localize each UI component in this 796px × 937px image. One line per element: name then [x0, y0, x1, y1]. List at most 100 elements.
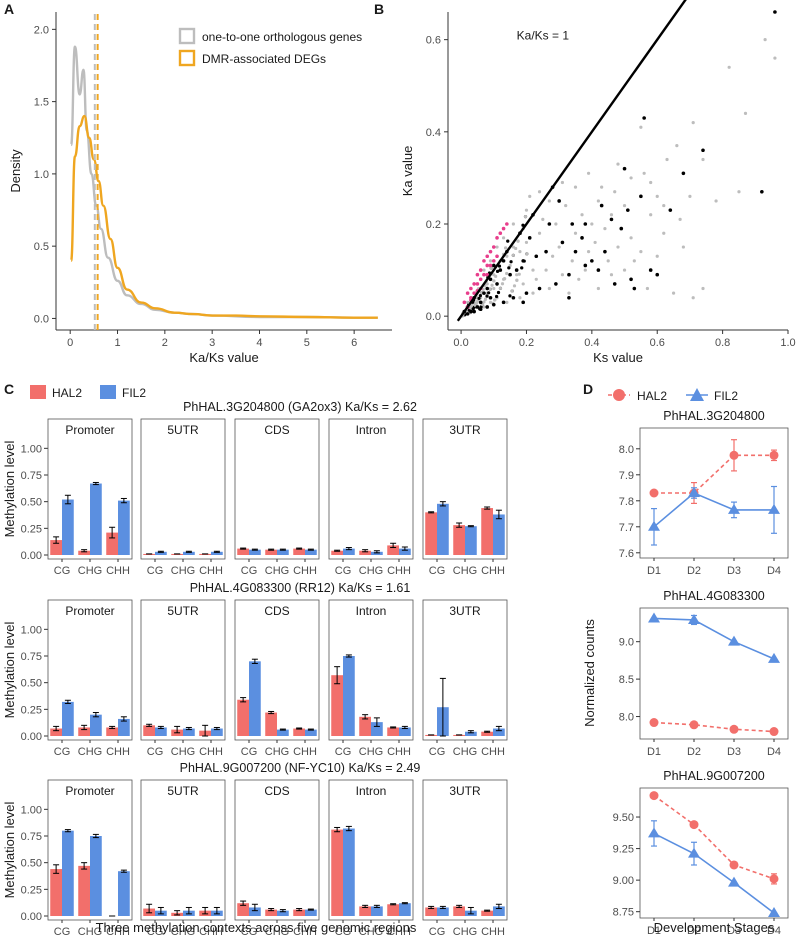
c-facet-strip-label: 3UTR	[449, 423, 481, 437]
b-point-grey	[567, 291, 571, 295]
c-x-tick-label: CG	[147, 926, 164, 937]
b-point-black	[622, 166, 627, 171]
c-bar-hal2	[50, 540, 62, 555]
a-legend-key-dmr-degs	[178, 49, 196, 67]
c-y-tick-label: 1.00	[21, 443, 42, 455]
b-point-grey	[603, 227, 607, 231]
b-point-grey	[737, 190, 741, 194]
b-point-black	[655, 272, 660, 277]
b-point-cluster	[506, 239, 510, 243]
b-point-black	[567, 295, 571, 300]
b-point-grey	[593, 240, 597, 245]
a-y-tick-label: 1.5	[34, 97, 49, 109]
b-point-grey	[511, 245, 515, 249]
c-bar-fil2	[155, 727, 167, 736]
a-x-tick-label: 0	[67, 337, 73, 349]
b-point-grey	[564, 203, 568, 208]
b-point-black	[583, 263, 588, 268]
c-gene-title: PhHAL.3G204800 (GA2ox3) Ka/Ks = 2.62	[183, 400, 417, 414]
b-point-grey	[681, 245, 685, 249]
b-point-cluster	[507, 266, 511, 270]
b-point-black	[491, 302, 496, 307]
b-point-grey	[691, 296, 695, 300]
c-x-tick-label: CG	[241, 565, 258, 577]
b-point-positive-selection	[475, 282, 480, 286]
b-point-black	[590, 259, 594, 263]
b-point-cluster	[504, 246, 508, 250]
c-bar-fil2	[118, 871, 130, 916]
c-gene-title: PhHAL.9G007200 (NF-YC10) Ka/Ks = 2.49	[180, 761, 421, 775]
c-bar-fil2	[90, 836, 102, 916]
b-point-grey	[531, 291, 535, 295]
c-bar-fil2	[277, 729, 289, 736]
b-point-black	[603, 249, 607, 254]
d-x-tick-label: D2	[687, 565, 701, 577]
c-bar-fil2	[183, 551, 195, 555]
b-point-cluster	[497, 264, 502, 268]
b-point-grey	[560, 273, 565, 277]
b-point-grey	[714, 199, 718, 203]
b-point-black	[596, 268, 601, 272]
b-point-grey	[655, 194, 659, 198]
b-point-black	[612, 282, 617, 286]
c-bar-fil2	[90, 714, 102, 736]
c-bar-hal2	[50, 728, 62, 736]
c-bar-fil2	[493, 728, 505, 736]
d-subplot-title: PhHAL.4G083300	[663, 589, 765, 603]
b-point-grey	[586, 171, 591, 175]
d-y-tick-label: 9.00	[613, 875, 634, 887]
b-point-cluster	[489, 266, 493, 270]
b-point-grey	[488, 300, 493, 304]
d-point-fil2	[728, 635, 740, 646]
a-x-tick-label: 3	[209, 337, 215, 349]
b-point-grey	[551, 254, 555, 258]
c-bar-hal2	[237, 903, 249, 916]
a-y-tick-label: 0.0	[34, 313, 49, 325]
b-point-black	[567, 272, 571, 277]
b-point-black	[629, 277, 633, 282]
d-point-fil2	[648, 520, 660, 531]
d-point-hal2	[769, 874, 779, 884]
c-facet-strip-label: Intron	[356, 604, 387, 618]
c-y-axis-title: Methylation level	[2, 621, 17, 718]
panel-label-d: D	[583, 381, 593, 397]
b-point-black	[465, 312, 470, 316]
b-point-cluster	[495, 294, 499, 299]
b-point-black	[469, 309, 473, 314]
b-point-positive-selection	[472, 291, 476, 295]
b-point-cluster	[505, 271, 509, 276]
b-point-cluster	[483, 297, 488, 301]
b-point-cluster	[509, 260, 513, 264]
b-point-grey	[515, 273, 519, 277]
c-bar-fil2	[277, 910, 289, 916]
b-point-grey	[701, 286, 705, 291]
c-bar-hal2	[387, 904, 399, 916]
c-y-tick-label: 0.25	[21, 884, 42, 896]
c-bar-hal2	[387, 727, 399, 736]
b-point-cluster	[514, 246, 518, 251]
b-x-tick-label: 0.2	[519, 337, 534, 349]
b-point-grey	[743, 111, 748, 115]
c-y-tick-label: 0.75	[21, 831, 42, 843]
c-bar-fil2	[211, 728, 223, 736]
c-bar-hal2	[50, 869, 62, 916]
d-x-tick-label: D1	[647, 746, 661, 758]
b-point-grey	[616, 162, 620, 166]
b-point-cluster	[494, 274, 498, 278]
c-x-tick-label: CHH	[106, 746, 130, 758]
b-point-grey	[639, 250, 643, 254]
c-bar-fil2	[305, 909, 317, 916]
c-x-tick-label: CG	[429, 565, 446, 577]
b-point-grey	[482, 305, 486, 309]
b-point-black	[701, 148, 705, 153]
d-series-line-fil2	[653, 492, 774, 528]
d-point-fil2	[768, 652, 780, 663]
b-point-grey	[629, 236, 633, 240]
c-x-tick-label: CHH	[481, 746, 505, 758]
c-bar-fil2	[371, 722, 383, 736]
b-point-positive-selection	[485, 254, 490, 259]
b-point-grey	[600, 185, 604, 189]
c-bar-fil2	[183, 728, 195, 736]
panel-a-density-plot: 0 1 2 3 4 5 6 0.0 0.5 1.0 1.5 2.0 Ka/Ks value Density…	[8, 12, 392, 365]
